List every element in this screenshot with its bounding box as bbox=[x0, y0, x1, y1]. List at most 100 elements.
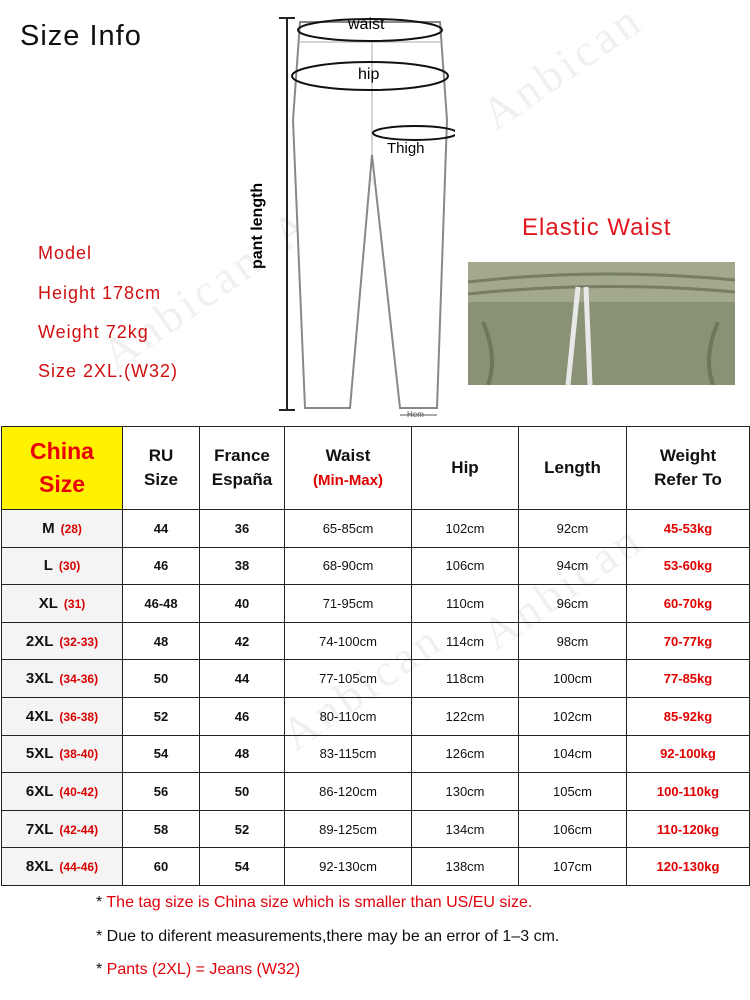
waist-label: waist bbox=[348, 16, 385, 33]
cell-weight: 70-77kg bbox=[626, 621, 750, 661]
note-2: * Due to diferent measurements,there may… bbox=[96, 928, 560, 945]
header-china-size: China Size bbox=[1, 426, 123, 510]
cell-china-size: 6XL (40-42) bbox=[1, 772, 123, 811]
cell-waist: 71-95cm bbox=[284, 584, 412, 623]
table-row: 5XL (38-40) 54 48 83-115cm 126cm 104cm 92… bbox=[1, 734, 750, 774]
cell-ru: 58 bbox=[122, 809, 200, 849]
cell-hip: 102cm bbox=[411, 509, 519, 548]
cell-waist: 80-110cm bbox=[284, 696, 412, 736]
cell-hip: 118cm bbox=[411, 659, 519, 698]
cell-china-size: 3XL (34-36) bbox=[1, 659, 123, 698]
cell-weight: 92-100kg bbox=[626, 734, 750, 774]
cell-china-size: 7XL (42-44) bbox=[1, 809, 123, 849]
cell-ru: 46 bbox=[122, 546, 200, 586]
cell-waist: 86-120cm bbox=[284, 772, 412, 811]
cell-waist: 68-90cm bbox=[284, 546, 412, 586]
cell-ru: 50 bbox=[122, 659, 200, 698]
cell-length: 104cm bbox=[518, 734, 627, 774]
elastic-waist-label: Elastic Waist bbox=[522, 214, 672, 241]
pants-diagram bbox=[279, 17, 455, 416]
cell-ru: 48 bbox=[122, 621, 200, 661]
cell-fr: 54 bbox=[199, 847, 285, 886]
cell-waist: 92-130cm bbox=[284, 847, 412, 886]
cell-weight: 77-85kg bbox=[626, 659, 750, 698]
table-row: 8XL (44-46) 60 54 92-130cm 138cm 107cm 12… bbox=[1, 847, 750, 886]
cell-length: 102cm bbox=[518, 696, 627, 736]
cell-fr: 42 bbox=[199, 621, 285, 661]
cell-ru: 46-48 bbox=[122, 584, 200, 623]
cell-china-size: M (28) bbox=[1, 509, 123, 548]
table-row: 6XL (40-42) 56 50 86-120cm 130cm 105cm 10… bbox=[1, 772, 750, 811]
table-header-row: China Size RU Size France España Waist (Min-… bbox=[1, 426, 750, 510]
cell-length: 94cm bbox=[518, 546, 627, 586]
table-row: 3XL (34-36) 50 44 77-105cm 118cm 100cm 77… bbox=[1, 659, 750, 698]
cell-fr: 52 bbox=[199, 809, 285, 849]
header-ru-size: RU Size bbox=[122, 426, 200, 510]
cell-ru: 54 bbox=[122, 734, 200, 774]
table-row: 7XL (42-44) 58 52 89-125cm 134cm 106cm 11… bbox=[1, 809, 750, 849]
cell-china-size: XL (31) bbox=[1, 584, 123, 623]
model-label: Model bbox=[38, 243, 93, 263]
cell-hip: 114cm bbox=[411, 621, 519, 661]
cell-china-size: 8XL (44-46) bbox=[1, 847, 123, 886]
size-table: China Size RU Size France España Waist (Min-… bbox=[1, 426, 750, 886]
cell-length: 106cm bbox=[518, 809, 627, 849]
note-3: * Pants (2XL) = Jeans (W32) bbox=[96, 961, 301, 978]
cell-weight: 110-120kg bbox=[626, 809, 750, 849]
cell-length: 92cm bbox=[518, 509, 627, 548]
cell-waist: 74-100cm bbox=[284, 621, 412, 661]
cell-weight: 100-110kg bbox=[626, 772, 750, 811]
model-weight: Weight 72kg bbox=[38, 322, 149, 342]
page-title: Size Info bbox=[20, 20, 142, 52]
watermark: Anbican bbox=[471, 0, 652, 141]
elastic-waist-photo bbox=[468, 262, 735, 385]
hip-label: hip bbox=[358, 66, 380, 83]
cell-hip: 134cm bbox=[411, 809, 519, 849]
cell-hip: 110cm bbox=[411, 584, 519, 623]
cell-fr: 44 bbox=[199, 659, 285, 698]
cell-length: 100cm bbox=[518, 659, 627, 698]
header-france: France España bbox=[199, 426, 285, 510]
model-size: Size 2XL.(W32) bbox=[38, 361, 179, 381]
table-row: 4XL (36-38) 52 46 80-110cm 122cm 102cm 85… bbox=[1, 696, 750, 736]
cell-weight: 85-92kg bbox=[626, 696, 750, 736]
pant-length-label: pant length bbox=[249, 182, 266, 269]
note-1: * The tag size is China size which is sm… bbox=[96, 894, 533, 911]
cell-hip: 122cm bbox=[411, 696, 519, 736]
cell-weight: 45-53kg bbox=[626, 509, 750, 548]
watermark: Anbican bbox=[91, 232, 272, 381]
cell-ru: 60 bbox=[122, 847, 200, 886]
cell-waist: 83-115cm bbox=[284, 734, 412, 774]
header-length: Length bbox=[518, 426, 627, 510]
cell-hip: 106cm bbox=[411, 546, 519, 586]
header-weight: Weight Refer To bbox=[626, 426, 750, 510]
cell-hip: 138cm bbox=[411, 847, 519, 886]
cell-china-size: 2XL (32-33) bbox=[1, 621, 123, 661]
cell-china-size: 4XL (36-38) bbox=[1, 696, 123, 736]
cell-ru: 52 bbox=[122, 696, 200, 736]
cell-ru: 56 bbox=[122, 772, 200, 811]
cell-weight: 120-130kg bbox=[626, 847, 750, 886]
table-row: 2XL (32-33) 48 42 74-100cm 114cm 98cm 70-… bbox=[1, 621, 750, 661]
cell-china-size: L (30) bbox=[1, 546, 123, 586]
model-height: Height 178cm bbox=[38, 283, 162, 303]
cell-length: 105cm bbox=[518, 772, 627, 811]
table-row: M (28) 44 36 65-85cm 102cm 92cm 45-53kg bbox=[1, 509, 750, 548]
cell-fr: 40 bbox=[199, 584, 285, 623]
cell-fr: 38 bbox=[199, 546, 285, 586]
table-row: L (30) 46 38 68-90cm 106cm 94cm 53-60kg bbox=[1, 546, 750, 586]
cell-waist: 89-125cm bbox=[284, 809, 412, 849]
cell-length: 107cm bbox=[518, 847, 627, 886]
header-hip: Hip bbox=[411, 426, 519, 510]
thigh-label: Thigh bbox=[387, 140, 425, 157]
cell-china-size: 5XL (38-40) bbox=[1, 734, 123, 774]
cell-fr: 48 bbox=[199, 734, 285, 774]
cell-weight: 53-60kg bbox=[626, 546, 750, 586]
cell-weight: 60-70kg bbox=[626, 584, 750, 623]
cell-ru: 44 bbox=[122, 509, 200, 548]
header-waist: Waist (Min-Max) bbox=[284, 426, 412, 510]
cell-hip: 126cm bbox=[411, 734, 519, 774]
cell-hip: 130cm bbox=[411, 772, 519, 811]
hem-label: Hem bbox=[407, 410, 424, 419]
table-row: XL (31) 46-48 40 71-95cm 110cm 96cm 60-70… bbox=[1, 584, 750, 623]
